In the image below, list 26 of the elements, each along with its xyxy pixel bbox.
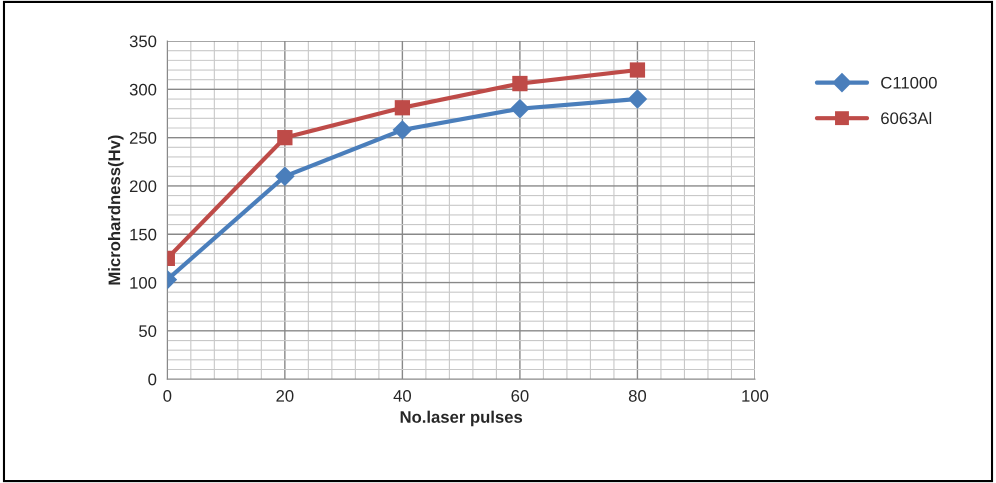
point — [277, 130, 292, 146]
y-tick-label: 150 — [130, 228, 156, 240]
y-tick-label: 0 — [148, 374, 156, 386]
point — [275, 166, 295, 186]
point — [510, 98, 530, 118]
x-tick-label: 20 — [276, 390, 294, 402]
legend-label: 6063Al — [881, 112, 932, 124]
y-tick-label: 100 — [130, 276, 156, 289]
y-axis-title: Microhardness(Hv) — [108, 135, 124, 284]
x-axis-title: No.laser pulses — [400, 410, 522, 426]
y-tick-label: 350 — [130, 35, 156, 48]
x-tick-label: 0 — [163, 390, 172, 402]
point — [394, 100, 410, 116]
x-tick-label: 100 — [742, 390, 768, 402]
y-tick-label: 250 — [130, 132, 156, 144]
point — [512, 76, 528, 92]
y-tick-label: 300 — [130, 84, 156, 96]
y-tick-label: 50 — [139, 325, 156, 338]
y-tick-label: 200 — [130, 180, 156, 192]
x-tick-label: 60 — [511, 390, 529, 402]
legend-label: C11000 — [881, 76, 937, 89]
x-tick-label: 40 — [394, 390, 411, 402]
point — [628, 89, 648, 109]
x-tick-label: 80 — [628, 390, 646, 402]
point — [630, 62, 646, 78]
point — [392, 120, 412, 140]
